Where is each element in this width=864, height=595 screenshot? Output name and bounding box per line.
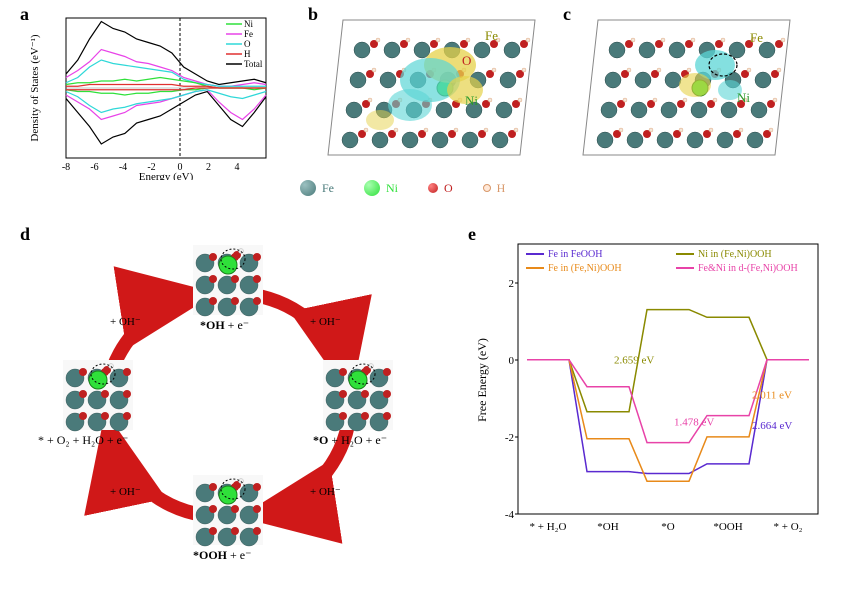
svg-text:* + H₂O: * + H₂O [530, 521, 567, 533]
state-bottom: *OOH + e⁻ [193, 548, 251, 563]
svg-text:2: 2 [206, 162, 211, 173]
isosurface-b: Fe O Ni [310, 10, 540, 165]
svg-text:0: 0 [509, 355, 515, 367]
svg-text:*O: *O [661, 521, 675, 533]
o-ball [428, 183, 438, 193]
step-bl: + OH⁻ [110, 485, 141, 498]
panel-a: a -8-6-4 -2024 Energy (eV) Density of St… [28, 10, 278, 180]
ni-label: Ni [386, 181, 398, 196]
e-ylabel: Free Energy (eV) [475, 338, 489, 422]
reaction-cycle [28, 230, 428, 560]
ni-ball [364, 180, 380, 196]
svg-text:Fe in (Fe,Ni)OOH: Fe in (Fe,Ni)OOH [548, 263, 622, 274]
isosurface-c: Fe Ni [565, 10, 795, 165]
panel-e-label: e [468, 224, 476, 245]
svg-text:-8: -8 [62, 162, 70, 173]
svg-text:*OH: *OH [597, 521, 618, 533]
atom-legend-ni: Ni [364, 180, 398, 196]
svg-text:-6: -6 [90, 162, 98, 173]
ann-fe-c: Fe [750, 30, 763, 45]
fe-label: Fe [322, 181, 334, 196]
atom-legend: Fe Ni O H [300, 180, 505, 196]
ann-ni-c: Ni [737, 90, 750, 105]
dos-chart: -8-6-4 -2024 Energy (eV) Density of Stat… [28, 10, 278, 180]
ann-ni: Ni [465, 93, 478, 108]
svg-text:-4: -4 [119, 162, 127, 173]
atom-legend-fe: Fe [300, 180, 334, 196]
fe-ball [300, 180, 316, 196]
step-br: + OH⁻ [310, 485, 341, 498]
atom-legend-h: H [483, 181, 506, 196]
h-label: H [497, 181, 506, 196]
panel-d: d *OH + e⁻ *O + H₂O + e⁻ *OOH + e⁻ * + O… [28, 230, 428, 560]
panel-b: b Fe O Ni [310, 10, 540, 165]
svg-text:2.659 eV: 2.659 eV [614, 355, 654, 367]
svg-text:2.011 eV: 2.011 eV [752, 389, 792, 401]
panel-e: e -4 -2 0 2 Free Energy (eV) * + H₂O*OH*… [470, 230, 830, 550]
svg-text:Fe: Fe [244, 29, 253, 39]
state-left: * + O₂ + H₂O + e⁻ [38, 433, 128, 448]
svg-text:Fe&Ni in d-(Fe,Ni)OOH: Fe&Ni in d-(Fe,Ni)OOH [698, 263, 798, 274]
svg-text:-2: -2 [505, 432, 514, 444]
panel-a-label: a [20, 4, 29, 25]
ann-o: O [462, 53, 471, 68]
svg-text:H: H [244, 49, 251, 59]
state-top: *OH + e⁻ [200, 318, 249, 333]
svg-text:Ni in (Fe,Ni)OOH: Ni in (Fe,Ni)OOH [698, 249, 772, 260]
state-right: *O + H₂O + e⁻ [313, 433, 387, 448]
svg-text:2: 2 [509, 278, 515, 290]
panel-c: c Fe Ni [565, 10, 795, 165]
svg-text:4: 4 [235, 162, 240, 173]
ann-fe: Fe [485, 28, 498, 43]
svg-text:Total: Total [244, 59, 263, 69]
svg-text:1.478 eV: 1.478 eV [674, 416, 714, 428]
free-energy-chart: -4 -2 0 2 Free Energy (eV) * + H₂O *OH *O *… [470, 230, 830, 550]
o-label: O [444, 181, 453, 196]
svg-text:O: O [244, 39, 251, 49]
h-ball [483, 184, 491, 192]
atom-legend-o: O [428, 181, 453, 196]
panel-c-label: c [563, 4, 571, 25]
step-tr: + OH⁻ [310, 315, 341, 328]
svg-text:Ni: Ni [244, 19, 253, 29]
step-tl: + OH⁻ [110, 315, 141, 328]
svg-text:2.664 eV: 2.664 eV [752, 420, 792, 432]
panel-d-label: d [20, 224, 30, 245]
panel-b-label: b [308, 4, 318, 25]
svg-text:-4: -4 [505, 509, 515, 521]
svg-text:Fe in FeOOH: Fe in FeOOH [548, 249, 602, 260]
svg-text:*OOH: *OOH [713, 521, 742, 533]
ylabel: Density of States (eV⁻¹) [29, 34, 41, 142]
xlabel: Energy (eV) [139, 171, 194, 180]
svg-text:* + O₂: * + O₂ [774, 521, 803, 533]
